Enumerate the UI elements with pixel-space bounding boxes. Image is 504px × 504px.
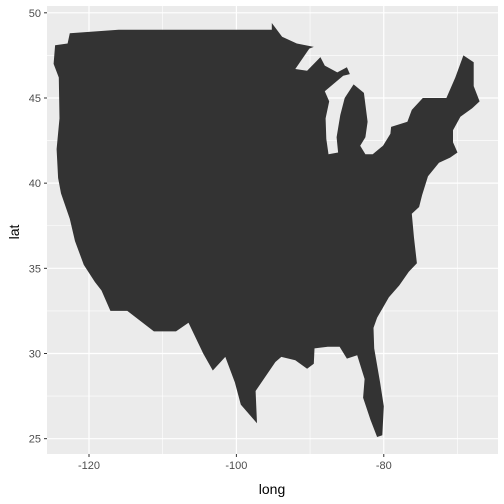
x-tick-label: -80 [376,460,392,472]
y-tick-label: 25 [29,434,41,446]
y-tick-label: 45 [29,93,41,105]
y-tick-label: 35 [29,263,41,275]
y-axis: 25 30 35 40 45 50 [29,8,47,446]
x-tick-label: -120 [78,460,100,472]
y-axis-title: lat [6,225,22,240]
y-tick-label: 30 [29,348,41,360]
y-tick-label: 40 [29,178,41,190]
usa-polygon [53,23,480,437]
x-tick-label: -100 [225,460,247,472]
x-axis: -120 -100 -80 [78,454,392,472]
y-tick-label: 50 [29,8,41,20]
x-axis-title: long [259,481,285,497]
